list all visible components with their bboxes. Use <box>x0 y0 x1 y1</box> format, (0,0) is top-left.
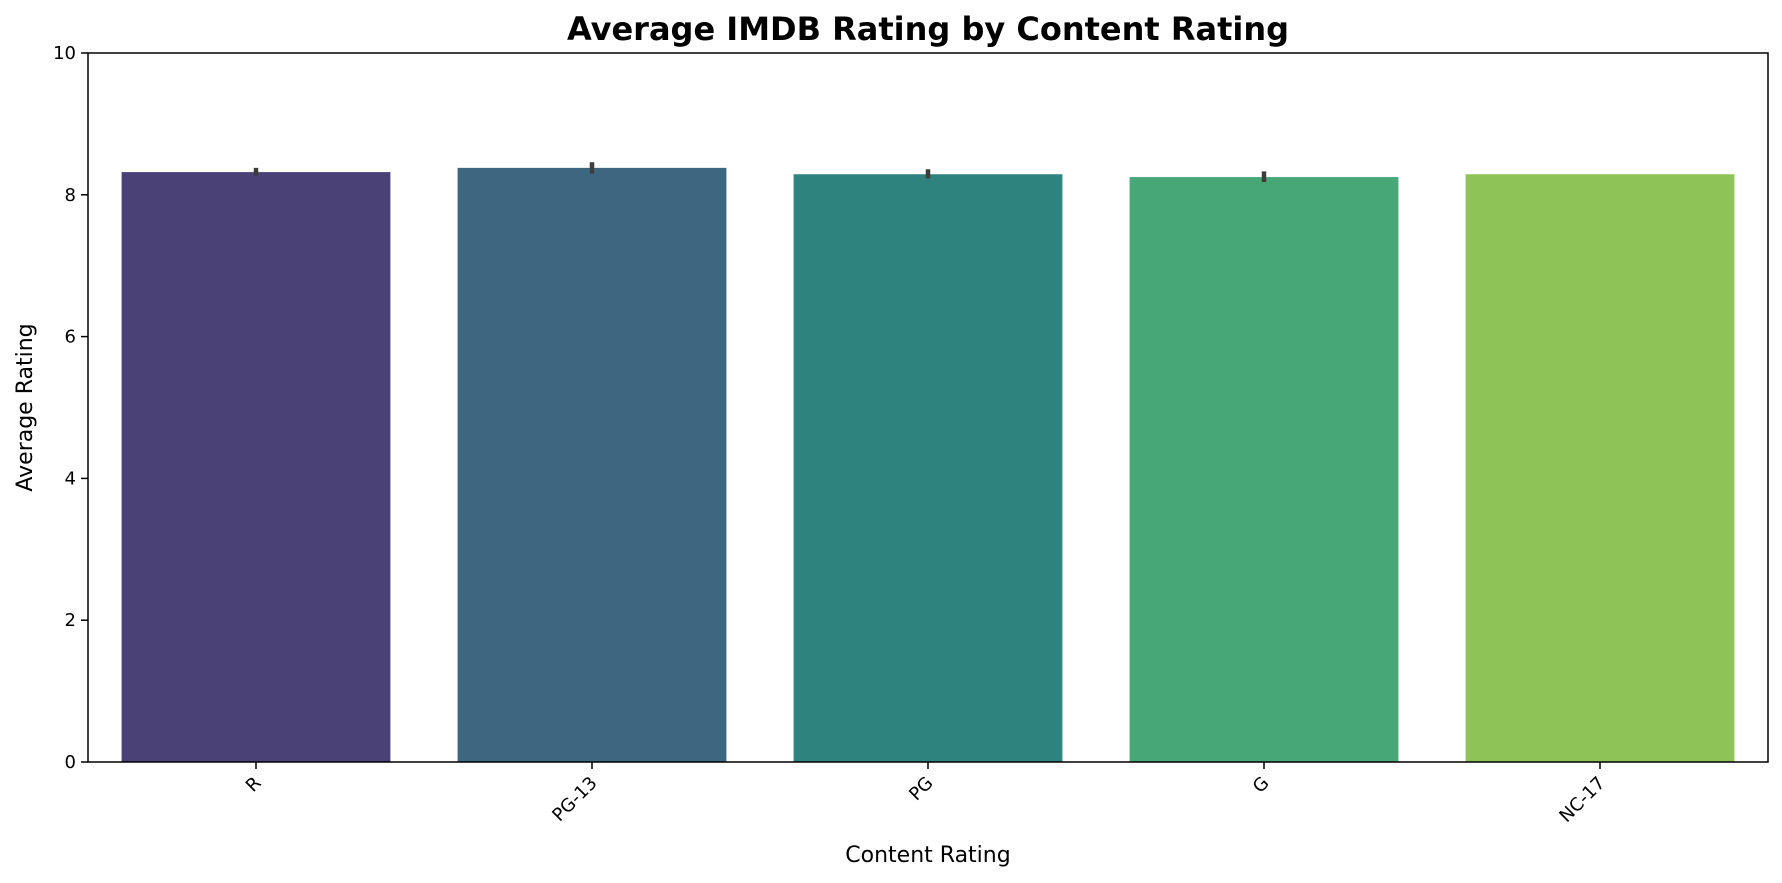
y-tick-label: 6 <box>65 327 76 348</box>
bar-pg-13 <box>457 167 727 762</box>
bar-nc-17 <box>1465 174 1735 762</box>
y-tick-label: 2 <box>65 610 76 631</box>
bar-pg <box>793 174 1063 762</box>
bar-r <box>121 172 391 762</box>
x-tick-label: NC-17 <box>1555 773 1609 827</box>
bars-group <box>121 167 1735 762</box>
x-tick-label: R <box>242 773 266 797</box>
x-axis-label: Content Rating <box>845 843 1010 868</box>
y-axis-label: Average Rating <box>13 323 38 491</box>
y-tick-label: 0 <box>65 752 76 773</box>
x-tick-label: PG-13 <box>548 773 601 826</box>
y-axis: 0 2 4 6 8 10 <box>53 43 88 773</box>
y-tick-label: 4 <box>65 468 76 489</box>
bar-g <box>1129 177 1399 762</box>
x-axis: R PG-13 PG G NC-17 <box>242 762 1610 827</box>
y-tick-label: 10 <box>53 43 76 64</box>
x-tick-label: G <box>1249 773 1274 798</box>
error-bars-group <box>253 162 1267 183</box>
x-tick-label: PG <box>905 773 937 805</box>
y-tick-label: 8 <box>65 185 76 206</box>
chart-title: Average IMDB Rating by Content Rating <box>567 10 1289 48</box>
